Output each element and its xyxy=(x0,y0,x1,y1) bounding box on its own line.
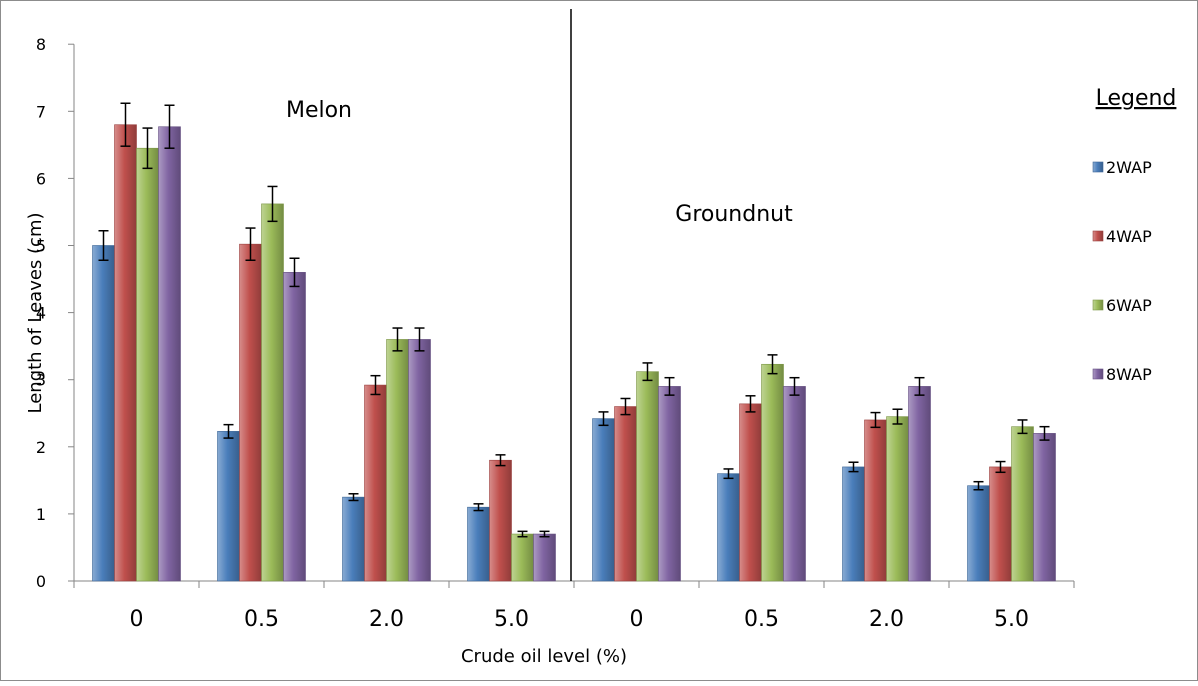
x-tick-label: 0.5 xyxy=(244,607,279,632)
bar-4wap xyxy=(865,420,887,581)
legend-swatch-8wap xyxy=(1093,369,1103,379)
bar-4wap xyxy=(115,125,137,581)
bar-4wap xyxy=(365,385,387,581)
y-tick-label: 7 xyxy=(36,102,46,121)
bar-4wap xyxy=(990,467,1012,581)
bar-6wap xyxy=(762,364,784,581)
bar-2wap xyxy=(843,467,865,581)
group-label-groundnut: Groundnut xyxy=(675,202,793,227)
bar-2wap xyxy=(93,246,115,582)
bar-6wap xyxy=(137,148,159,581)
group-label-melon: Melon xyxy=(286,98,352,123)
y-tick-label: 1 xyxy=(36,505,46,524)
bar-8wap xyxy=(534,534,556,581)
bar-8wap xyxy=(284,272,306,581)
legend: Legend 2WAP 4WAP 6WAP 8WAP xyxy=(1093,86,1176,384)
legend-swatch-4wap xyxy=(1093,231,1103,241)
bar-6wap xyxy=(262,204,284,581)
y-tick-label: 6 xyxy=(36,169,46,188)
bar-2wap xyxy=(218,431,240,581)
bar-6wap xyxy=(637,372,659,581)
bar-8wap xyxy=(1034,433,1056,581)
bar-8wap xyxy=(409,339,431,581)
y-tick-label: 0 xyxy=(36,572,46,591)
bar-6wap xyxy=(387,339,409,581)
bar-8wap xyxy=(784,386,806,581)
bar-8wap xyxy=(909,386,931,581)
legend-title: Legend xyxy=(1096,86,1177,111)
x-tick-label: 0 xyxy=(630,607,644,632)
bar-6wap xyxy=(512,534,534,581)
bar-4wap xyxy=(490,460,512,581)
bar-2wap xyxy=(968,486,990,581)
bar-4wap xyxy=(240,244,262,581)
x-tick-label: 5.0 xyxy=(494,607,529,632)
bar-2wap xyxy=(343,497,365,581)
bar-2wap xyxy=(718,474,740,581)
legend-label-6wap: 6WAP xyxy=(1106,296,1152,315)
x-tick-label: 0 xyxy=(130,607,144,632)
legend-label-2wap: 2WAP xyxy=(1106,158,1152,177)
y-axis-label: Length of Leaves (cm) xyxy=(25,213,46,414)
bar-6wap xyxy=(1012,427,1034,581)
x-axis-label: Crude oil level (%) xyxy=(461,646,627,667)
bar-4wap xyxy=(740,404,762,581)
x-tick-label: 0.5 xyxy=(744,607,779,632)
y-tick-label: 8 xyxy=(36,35,46,54)
legend-swatch-6wap xyxy=(1093,300,1103,310)
legend-label-4wap: 4WAP xyxy=(1106,227,1152,246)
y-tick-label: 2 xyxy=(36,438,46,457)
bar-8wap xyxy=(159,127,181,581)
bar-8wap xyxy=(659,386,681,581)
bar-4wap xyxy=(615,407,637,581)
legend-swatch-2wap xyxy=(1093,162,1103,172)
x-tick-label: 5.0 xyxy=(994,607,1029,632)
bar-2wap xyxy=(468,507,490,581)
bars xyxy=(93,125,1056,581)
bar-2wap xyxy=(593,419,615,581)
legend-label-8wap: 8WAP xyxy=(1106,365,1152,384)
bar-6wap xyxy=(887,417,909,581)
x-tick-label: 2.0 xyxy=(869,607,904,632)
x-tick-label: 2.0 xyxy=(369,607,404,632)
